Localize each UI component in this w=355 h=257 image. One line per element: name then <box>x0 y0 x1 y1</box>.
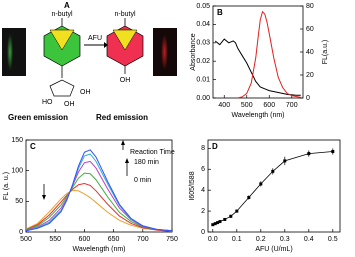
sugar <box>49 79 75 97</box>
annotation: Reaction Time <box>130 149 175 156</box>
x-tick-label: 600 <box>79 236 91 243</box>
ring <box>112 29 138 51</box>
label: AFU <box>88 35 102 42</box>
y-tick-label: 50 <box>15 198 23 205</box>
y-tick-label: 0.05 <box>196 3 210 10</box>
y-tick-label: 6 <box>201 166 205 173</box>
y-tick-label: 2 <box>201 208 205 215</box>
y-tick-label: 150 <box>11 137 23 144</box>
y2-tick-label: 60 <box>306 26 314 33</box>
series-line <box>214 38 301 96</box>
panel-letter: B <box>217 8 223 17</box>
series-line <box>25 160 173 232</box>
point <box>307 152 311 156</box>
x-tick-label: 500 <box>241 102 253 109</box>
y-axis-label: FL (a. u.) <box>3 172 10 200</box>
y-tick-label: 0.02 <box>196 58 210 65</box>
plot-frame <box>207 139 341 233</box>
x-tick-label: 700 <box>286 102 298 109</box>
arrow-head <box>125 158 129 163</box>
caption: Red emission <box>96 113 148 122</box>
series-line <box>25 149 173 232</box>
x-tick-label: 0.4 <box>304 236 314 243</box>
series-line <box>25 183 173 232</box>
point <box>259 182 263 186</box>
y-axis-label: Absorbance <box>190 33 197 70</box>
y2-tick-label: 20 <box>306 72 314 79</box>
label: n-butyl <box>114 11 135 18</box>
point <box>216 221 220 225</box>
x-tick-label: 0.5 <box>328 236 338 243</box>
panel-letter: A <box>64 1 70 10</box>
y-tick-label: 0.00 <box>196 95 210 102</box>
y-tick-label: 0.01 <box>196 76 210 83</box>
y-tick-label: 0.04 <box>196 21 210 28</box>
y2-tick-label: 40 <box>306 49 314 56</box>
y-tick-label: 0 <box>201 229 205 236</box>
photo-glow <box>161 34 168 70</box>
point <box>247 196 251 199</box>
label: OH <box>64 101 75 108</box>
point <box>213 222 217 226</box>
arrow-head <box>104 42 108 48</box>
y2-tick-label: 0 <box>306 95 310 102</box>
y-tick-label: 0 <box>19 229 23 236</box>
x-tick-label: 0.2 <box>256 236 266 243</box>
x-tick-label: 700 <box>137 236 149 243</box>
x-tick-label: 400 <box>218 102 230 109</box>
photo-glow <box>7 34 13 70</box>
point <box>235 209 239 213</box>
point <box>218 220 222 224</box>
y-tick-label: 4 <box>201 187 205 194</box>
caption: Green emission <box>8 113 68 122</box>
x-axis-label: Wavelength (nm) <box>72 246 125 253</box>
series-line <box>25 189 173 232</box>
y-tick-label: 0.03 <box>196 40 210 47</box>
point <box>283 159 287 163</box>
label: OH <box>80 89 91 96</box>
panel-letter: D <box>212 142 218 151</box>
x-tick-label: 0.1 <box>232 236 242 243</box>
series-line <box>25 172 173 232</box>
panel-a: A n-butyl n-butyl OH OH HO OH AFU Green … <box>2 1 177 122</box>
point <box>211 223 215 227</box>
point <box>223 217 227 221</box>
annotation: 0 min <box>134 177 151 184</box>
x-tick-label: 750 <box>166 236 178 243</box>
x-tick-label: 500 <box>20 236 32 243</box>
arrow-head <box>42 195 46 200</box>
x-tick-label: 0.3 <box>280 236 290 243</box>
x-tick-label: 550 <box>49 236 61 243</box>
y-tick-label: 100 <box>11 168 23 175</box>
x-axis-label: AFU (U/mL) <box>255 246 292 253</box>
ring <box>49 29 75 51</box>
series-line <box>237 10 301 99</box>
series-line <box>212 151 333 226</box>
annotation: 180 min <box>134 159 159 166</box>
y2-axis-label: FL(a.u.) <box>322 40 329 65</box>
x-tick-label: 600 <box>263 102 275 109</box>
photo-green <box>2 28 26 76</box>
label: HO <box>42 99 53 106</box>
point <box>271 169 275 173</box>
point <box>229 214 233 218</box>
label: n-butyl <box>51 11 72 18</box>
y-axis-label: I605/I588 <box>189 171 196 200</box>
x-tick-label: 0.0 <box>208 236 218 243</box>
x-axis-label: Wavelength (nm) <box>231 112 284 119</box>
point <box>331 150 335 153</box>
y-tick-label: 8 <box>201 145 205 152</box>
x-tick-label: 650 <box>108 236 120 243</box>
label: OH <box>120 77 131 84</box>
panel-letter: C <box>30 142 36 151</box>
y2-tick-label: 80 <box>306 3 314 10</box>
plot-frame <box>25 139 173 233</box>
arrow-head <box>121 140 125 145</box>
